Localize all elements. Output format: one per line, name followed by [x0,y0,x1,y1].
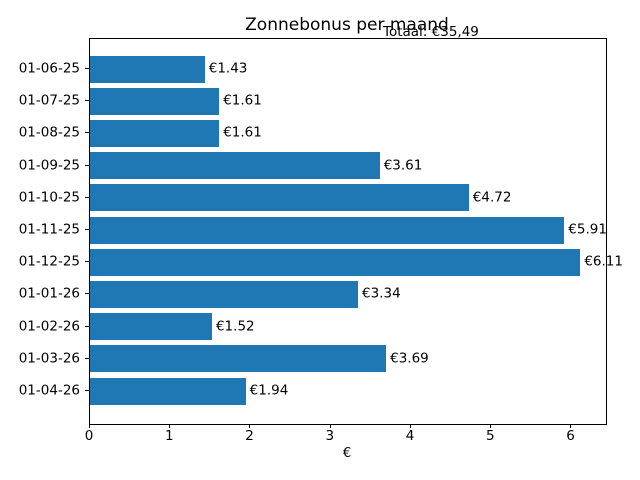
y-tick-label: 01-07-25 [18,92,80,109]
y-tick-mark [85,196,89,198]
bar [90,345,387,373]
x-tick-mark [89,424,90,428]
y-tick-label: 01-12-25 [18,253,80,270]
bar-value-label: €1.94 [249,382,289,399]
x-tick-mark [570,424,572,428]
x-axis-label: € [342,445,352,461]
plot-area [89,38,607,425]
y-tick-mark [85,357,89,359]
y-tick-mark [85,229,89,230]
bar-value-label: €1.61 [223,92,262,109]
bar-value-label: €1.43 [208,60,248,77]
total-annotation: Totaal: €35,49 [383,24,479,40]
bar [90,152,380,180]
bar-value-label: €3.61 [383,156,423,173]
y-tick-mark [85,68,89,69]
x-tick-label: 0 [84,428,94,444]
bar [90,377,246,405]
x-tick-mark [329,424,331,428]
bar [90,119,220,147]
bar-value-label: €1.61 [223,124,262,141]
x-tick-label: 6 [566,428,575,444]
x-tick-label: 1 [164,428,174,444]
y-tick-label: 01-11-25 [18,221,80,238]
chart-title: Zonnebonus per maand [245,15,449,35]
bar-value-label: €6.11 [584,253,623,270]
y-tick-label: 01-09-25 [18,156,80,173]
y-tick-label: 01-01-26 [18,285,80,302]
x-tick-label: 4 [405,428,415,444]
y-tick-mark [85,293,89,295]
x-tick-mark [249,424,251,428]
x-tick-mark [490,424,492,428]
x-tick-label: 2 [245,428,254,444]
x-tick-label: 3 [325,428,335,444]
y-tick-mark [85,132,89,134]
bar-value-label: €3.69 [390,350,429,367]
bar-value-label: €4.72 [472,189,512,206]
y-tick-mark [85,261,89,263]
y-tick-label: 01-08-25 [18,124,80,141]
y-tick-label: 01-10-25 [18,189,80,206]
bar [90,248,581,276]
x-tick-mark [169,424,171,428]
y-tick-label: 01-02-26 [18,317,80,334]
bar [90,87,220,115]
bar-value-label: €5.91 [568,221,607,238]
y-tick-mark [85,164,89,166]
y-tick-label: 01-06-25 [18,60,80,77]
bar [90,280,359,308]
bar [90,216,565,244]
bar-value-label: €3.34 [362,285,401,302]
y-tick-label: 01-04-26 [18,382,80,399]
y-tick-label: 01-03-26 [18,350,80,367]
bar [90,55,205,83]
bar [90,184,469,212]
bar-value-label: €1.52 [215,317,255,334]
x-tick-mark [409,424,411,428]
y-tick-mark [85,325,89,327]
bar [90,313,212,341]
y-tick-mark [85,100,89,102]
x-tick-label: 5 [485,428,495,444]
y-tick-mark [85,390,89,391]
